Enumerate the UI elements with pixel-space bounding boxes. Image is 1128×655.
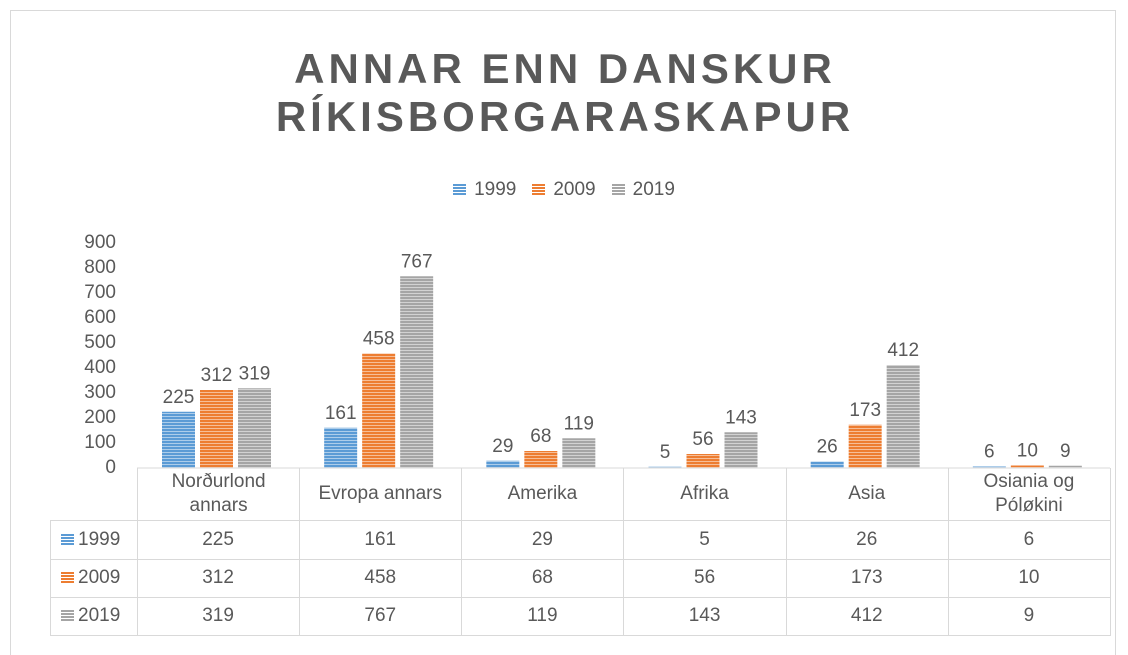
bar — [1048, 465, 1082, 468]
legend-swatch — [611, 184, 625, 196]
bar — [1010, 465, 1044, 468]
value-cell: 225 — [137, 520, 301, 560]
bar — [648, 466, 682, 468]
legend-swatch — [61, 534, 74, 546]
value-cell: 143 — [623, 597, 787, 636]
value-cell: 68 — [461, 559, 625, 598]
series-label: 2009 — [78, 567, 121, 588]
bar — [686, 454, 720, 468]
legend-swatch — [61, 572, 74, 584]
value-cell: 5 — [623, 520, 787, 560]
value-cell: 458 — [299, 559, 463, 598]
series-cell: 2019 — [50, 597, 138, 636]
y-tick-label: 900 — [84, 232, 116, 253]
legend-item: 1999 — [453, 179, 516, 201]
chart-frame — [10, 10, 1116, 655]
data-label: 312 — [201, 365, 233, 386]
legend-item: 2019 — [611, 179, 675, 201]
y-tick-label: 0 — [105, 457, 116, 478]
category-cell: Asia — [785, 468, 949, 521]
bar — [972, 466, 1006, 468]
bar — [400, 276, 434, 468]
y-tick-label: 800 — [84, 257, 116, 278]
data-label: 68 — [530, 426, 551, 447]
data-label: 9 — [1060, 441, 1071, 462]
category-cell: Osiania og Póløkini — [947, 468, 1111, 521]
value-cell: 6 — [947, 520, 1111, 560]
bar — [524, 451, 558, 468]
chart-title: ANNAR ENN DANSKUR RÍKISBORGARASKAPUR — [275, 45, 855, 140]
data-label: 458 — [363, 329, 395, 350]
data-label: 143 — [725, 407, 757, 428]
data-label: 161 — [325, 403, 357, 424]
data-label: 56 — [692, 429, 713, 450]
y-tick-label: 600 — [84, 307, 116, 328]
bar — [886, 365, 920, 468]
category-cell: Afrika — [623, 468, 787, 521]
y-tick-label: 700 — [84, 282, 116, 303]
bar — [724, 432, 758, 468]
data-label: 5 — [660, 442, 671, 463]
series-label: 2019 — [78, 605, 121, 626]
value-cell: 56 — [623, 559, 787, 598]
series-cell: 2009 — [50, 559, 138, 598]
category-cell: Amerika — [461, 468, 625, 521]
value-cell: 319 — [137, 597, 301, 636]
data-label: 6 — [984, 442, 995, 463]
value-cell: 173 — [785, 559, 949, 598]
bar — [238, 388, 271, 468]
data-label: 412 — [887, 340, 919, 361]
value-cell: 119 — [461, 597, 625, 636]
bar — [562, 438, 596, 468]
value-cell: 26 — [785, 520, 949, 560]
legend: 1999 2009 2019 — [0, 179, 1128, 201]
data-label: 767 — [401, 251, 433, 272]
data-label: 225 — [163, 387, 195, 408]
category-cell: Evropa annars — [299, 468, 463, 521]
legend-swatch — [453, 184, 467, 196]
legend-swatch — [61, 610, 74, 622]
value-cell: 767 — [299, 597, 463, 636]
value-cell: 9 — [947, 597, 1111, 636]
series-cell: 1999 — [50, 520, 138, 560]
bar — [810, 461, 844, 468]
y-tick-label: 500 — [84, 332, 116, 353]
bar — [200, 390, 233, 468]
value-cell: 161 — [299, 520, 463, 560]
legend-label: 2019 — [632, 179, 675, 200]
value-cell: 29 — [461, 520, 625, 560]
data-label: 173 — [849, 400, 881, 421]
bar — [162, 411, 195, 468]
category-cell: Norðurlond annars — [137, 468, 301, 521]
legend-swatch — [532, 184, 546, 196]
legend-item: 2009 — [532, 179, 596, 201]
y-tick-label: 200 — [84, 407, 116, 428]
value-cell: 312 — [137, 559, 301, 598]
value-cell: 10 — [947, 559, 1111, 598]
bar — [324, 427, 358, 468]
data-label: 29 — [492, 436, 513, 457]
y-tick-label: 400 — [84, 357, 116, 378]
data-label: 10 — [1017, 441, 1038, 462]
data-label: 26 — [817, 437, 838, 458]
value-cell: 412 — [785, 597, 949, 636]
series-label: 1999 — [78, 529, 121, 550]
legend-label: 2009 — [553, 179, 596, 200]
bar — [486, 460, 520, 468]
data-label: 119 — [564, 413, 594, 434]
y-tick-label: 100 — [84, 432, 116, 453]
bar — [848, 424, 882, 468]
legend-label: 1999 — [474, 179, 517, 200]
data-label: 319 — [239, 363, 271, 384]
y-tick-label: 300 — [84, 382, 116, 403]
bar — [362, 353, 396, 468]
